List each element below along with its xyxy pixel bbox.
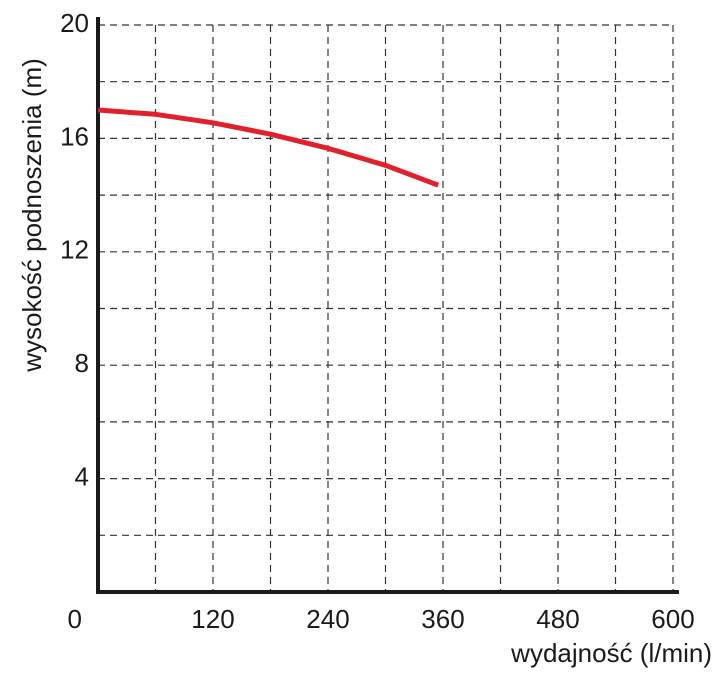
x-tick-label: 360 — [421, 604, 464, 634]
x-tick-label: 480 — [536, 604, 579, 634]
y-tick-label: 4 — [75, 461, 89, 491]
x-tick-label: 600 — [651, 604, 694, 634]
y-tick-label: 8 — [75, 348, 89, 378]
y-tick-label: 12 — [60, 235, 89, 265]
y-axis-title: wysokość podnoszenia (m) — [17, 58, 47, 373]
y-tick-label: 16 — [60, 121, 89, 151]
line-series — [97, 107, 440, 188]
x-axis-title: wydajność (l/min) — [510, 638, 712, 668]
x-tick-label: 120 — [191, 604, 234, 634]
x-tick-label: 240 — [306, 604, 349, 634]
y-tick-label: 20 — [60, 8, 89, 38]
axes — [96, 17, 679, 594]
x-tick-label: 0 — [68, 604, 82, 634]
